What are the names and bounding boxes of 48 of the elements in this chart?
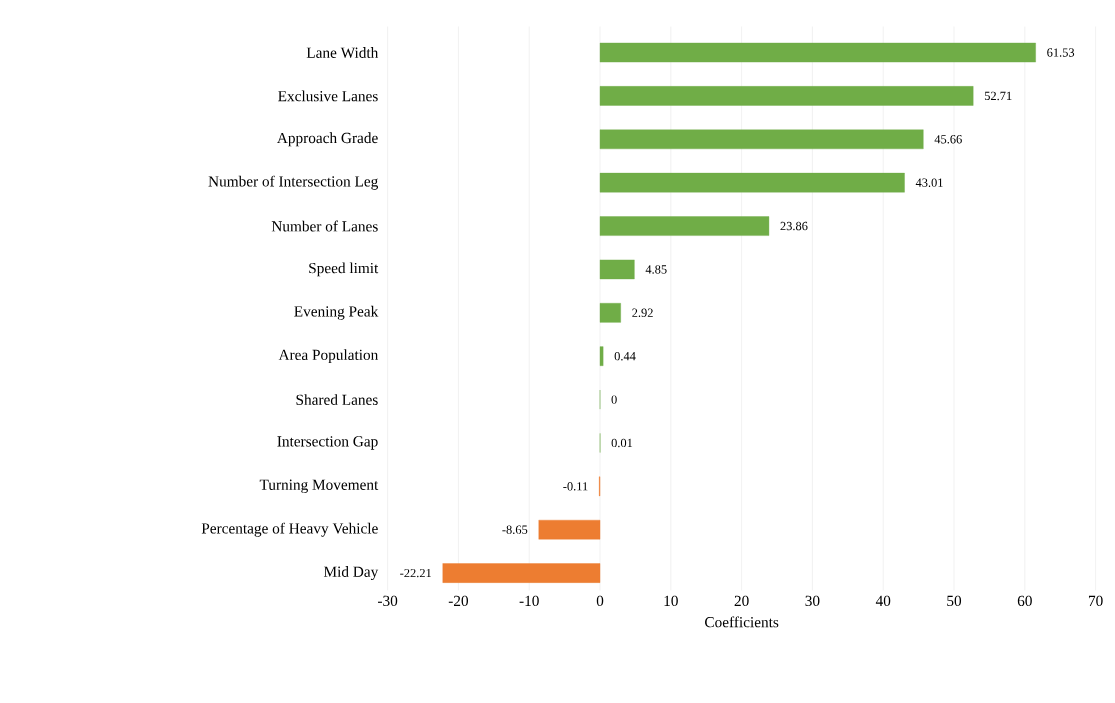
bar (599, 129, 924, 149)
bar (599, 42, 1036, 63)
x-tick-label: 10 (664, 595, 678, 606)
x-tick-label: 30 (805, 595, 820, 606)
data-label: 0.01 (611, 438, 633, 448)
bar (599, 172, 905, 193)
bar (599, 216, 770, 236)
bar (599, 346, 604, 366)
bar (599, 259, 635, 280)
y-tick-label: Shared Lanes (296, 394, 378, 405)
y-tick-label: Intersection Gap (277, 436, 378, 450)
data-label: 52.71 (984, 91, 1012, 101)
data-label: -0.11 (563, 482, 588, 491)
y-tick-label: Lane Width (306, 47, 379, 58)
x-axis-title: Coefficients (705, 616, 779, 628)
data-label: -8.65 (502, 525, 528, 534)
data-label: 0 (611, 395, 617, 404)
data-label: 0.44 (614, 351, 636, 361)
x-tick-label: -10 (519, 595, 539, 606)
y-tick-label: Exclusive Lanes (278, 90, 378, 102)
x-tick-label: 60 (1017, 595, 1032, 606)
x-tick-label: -20 (448, 595, 469, 606)
data-label: 43.01 (915, 178, 943, 187)
x-tick-label: 20 (734, 595, 749, 606)
y-tick-label: Turning Movement (259, 479, 379, 493)
x-tick-label: 40 (875, 595, 891, 606)
x-tick-label: 70 (1088, 595, 1103, 606)
y-tick-label: Approach Grade (276, 132, 378, 147)
x-tick-label: 50 (947, 595, 962, 606)
x-tick-label: -30 (378, 595, 398, 606)
bar (538, 519, 601, 540)
data-label: -22.21 (400, 568, 432, 578)
y-tick-label: Speed limit (309, 262, 379, 277)
y-tick-label: Percentage of Heavy Vehicle (201, 522, 378, 537)
x-tick-label: 0 (596, 595, 604, 606)
data-label: 23.86 (780, 221, 808, 231)
y-tick-label: Number of Intersection Leg (208, 175, 379, 190)
y-tick-label: Area Population (278, 349, 379, 364)
data-label: 61.53 (1047, 48, 1075, 57)
y-tick-label: Number of Lanes (271, 220, 378, 232)
data-label: 45.66 (934, 135, 962, 144)
y-tick-label: Mid Day (323, 566, 379, 580)
y-tick-label: Evening Peak (294, 305, 379, 320)
bar (599, 86, 974, 106)
data-label: 2.92 (632, 308, 653, 317)
bar (599, 302, 621, 323)
bar (442, 563, 601, 583)
data-label: 4.85 (645, 265, 667, 274)
